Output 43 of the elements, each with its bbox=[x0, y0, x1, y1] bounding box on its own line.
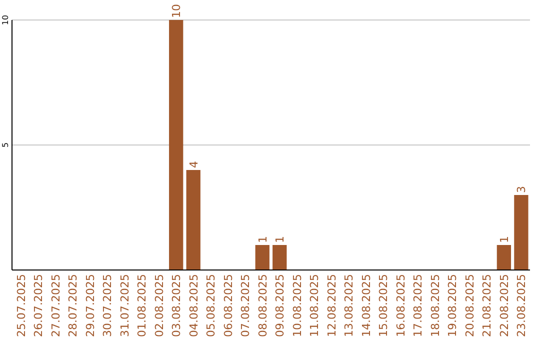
x-tick-label: 07.08.2025 bbox=[239, 274, 252, 337]
x-tick-label: 30.07.2025 bbox=[101, 274, 114, 337]
x-tick-label: 12.08.2025 bbox=[325, 274, 338, 337]
x-tick-label: 17.08.2025 bbox=[412, 274, 425, 337]
x-tick-label: 11.08.2025 bbox=[308, 274, 322, 337]
x-tick-label: 20.08.2025 bbox=[463, 274, 476, 337]
x-tick-label: 18.08.2025 bbox=[428, 274, 442, 337]
x-tick-label: 08.08.2025 bbox=[256, 274, 270, 337]
x-tick-label: 02.08.2025 bbox=[152, 274, 166, 337]
x-tick-label: 29.07.2025 bbox=[84, 274, 97, 337]
x-tick-label: 14.08.2025 bbox=[360, 274, 373, 337]
x-tick-label: 31.07.2025 bbox=[118, 274, 132, 337]
bar bbox=[186, 170, 200, 270]
x-tick-label: 15.08.2025 bbox=[377, 274, 390, 337]
x-tick-label: 05.08.2025 bbox=[204, 274, 218, 337]
x-tick-label: 21.08.2025 bbox=[480, 274, 494, 337]
x-tick-label: 06.08.2025 bbox=[222, 274, 235, 337]
x-tick-label: 26.07.2025 bbox=[32, 274, 46, 337]
data-label: 1 bbox=[256, 236, 270, 243]
bar bbox=[255, 245, 270, 270]
bar bbox=[169, 20, 184, 270]
x-tick-label: 23.08.2025 bbox=[515, 274, 528, 337]
x-tick-label: 04.08.2025 bbox=[187, 274, 200, 337]
x-tick-label: 10.08.2025 bbox=[290, 274, 304, 337]
y-tick-label: 5 bbox=[1, 142, 10, 148]
x-tick-label: 09.08.2025 bbox=[274, 274, 287, 337]
data-label: 10 bbox=[170, 4, 184, 18]
x-tick-label: 19.08.2025 bbox=[446, 274, 460, 337]
x-tick-label: 27.07.2025 bbox=[49, 274, 62, 337]
x-tick-label: 16.08.2025 bbox=[394, 274, 408, 337]
bar bbox=[514, 195, 528, 270]
x-tick-label: 13.08.2025 bbox=[342, 274, 356, 337]
data-label: 3 bbox=[515, 186, 528, 193]
x-tick-label: 25.07.2025 bbox=[14, 274, 28, 337]
x-tick-label: 03.08.2025 bbox=[170, 274, 184, 337]
x-tick-label: 22.08.2025 bbox=[498, 274, 511, 337]
bar bbox=[272, 245, 287, 270]
x-tick-label: 28.07.2025 bbox=[66, 274, 80, 337]
data-label: 1 bbox=[274, 236, 287, 243]
data-label: 1 bbox=[498, 236, 511, 243]
data-label: 4 bbox=[187, 161, 200, 168]
bar bbox=[496, 245, 512, 270]
x-tick-label: 01.08.2025 bbox=[136, 274, 149, 337]
